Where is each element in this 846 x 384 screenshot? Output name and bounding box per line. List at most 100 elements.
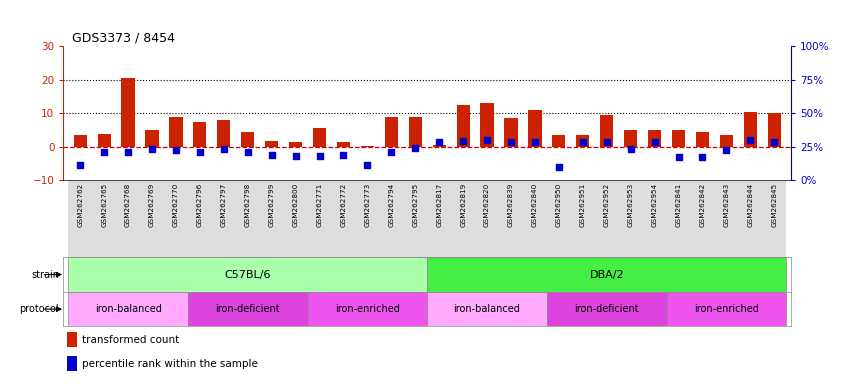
- Bar: [74, 135, 87, 147]
- Bar: [571, 180, 595, 257]
- Bar: [379, 180, 404, 257]
- Text: GSM262817: GSM262817: [437, 183, 442, 227]
- Text: iron-balanced: iron-balanced: [453, 304, 520, 314]
- Text: GSM262839: GSM262839: [508, 183, 514, 227]
- Bar: [169, 117, 183, 147]
- Bar: [767, 113, 781, 147]
- Text: C57BL/6: C57BL/6: [224, 270, 271, 280]
- Bar: [308, 292, 427, 326]
- Text: iron-deficient: iron-deficient: [216, 304, 280, 314]
- Bar: [69, 292, 188, 326]
- Text: transformed count: transformed count: [81, 335, 179, 345]
- Bar: [427, 180, 451, 257]
- Bar: [552, 135, 565, 147]
- Bar: [432, 145, 446, 147]
- Text: iron-enriched: iron-enriched: [694, 304, 759, 314]
- Text: GSM262952: GSM262952: [604, 183, 610, 227]
- Text: GSM262796: GSM262796: [197, 183, 203, 227]
- Bar: [236, 180, 260, 257]
- Bar: [696, 132, 709, 147]
- Bar: [427, 257, 786, 292]
- Text: GSM262844: GSM262844: [747, 183, 753, 227]
- Text: strain: strain: [31, 270, 59, 280]
- Bar: [475, 180, 499, 257]
- Bar: [667, 292, 786, 326]
- Bar: [188, 180, 212, 257]
- Bar: [457, 105, 470, 147]
- Point: [432, 139, 446, 145]
- Bar: [283, 180, 308, 257]
- Bar: [140, 180, 164, 257]
- Text: GSM262841: GSM262841: [675, 183, 682, 227]
- Bar: [481, 103, 494, 147]
- Text: GSM262765: GSM262765: [102, 183, 107, 227]
- Bar: [69, 257, 427, 292]
- Point: [576, 139, 590, 145]
- Point: [313, 153, 327, 159]
- Point: [385, 149, 398, 155]
- Text: GSM262797: GSM262797: [221, 183, 227, 227]
- Bar: [92, 180, 116, 257]
- Bar: [547, 292, 667, 326]
- Bar: [360, 146, 374, 147]
- Bar: [744, 112, 757, 147]
- Bar: [69, 180, 92, 257]
- Bar: [193, 122, 206, 147]
- Bar: [762, 180, 786, 257]
- Point: [409, 144, 422, 151]
- Text: GSM262762: GSM262762: [77, 183, 83, 227]
- Bar: [337, 142, 350, 147]
- Text: DBA/2: DBA/2: [590, 270, 624, 280]
- Point: [720, 147, 733, 153]
- Point: [121, 149, 135, 155]
- Point: [456, 138, 470, 144]
- Text: GSM262771: GSM262771: [316, 183, 322, 227]
- Point: [169, 146, 183, 152]
- Text: GSM262820: GSM262820: [484, 183, 490, 227]
- Text: GSM262842: GSM262842: [700, 183, 706, 227]
- Text: GSM262773: GSM262773: [365, 183, 371, 227]
- Point: [672, 154, 685, 160]
- Bar: [212, 180, 236, 257]
- Bar: [122, 78, 135, 147]
- Bar: [618, 180, 643, 257]
- Point: [97, 149, 111, 155]
- Bar: [667, 180, 690, 257]
- Bar: [600, 115, 613, 147]
- Bar: [404, 180, 427, 257]
- Point: [552, 164, 566, 170]
- Text: GSM262951: GSM262951: [580, 183, 585, 227]
- Text: iron-balanced: iron-balanced: [95, 304, 162, 314]
- Point: [193, 149, 206, 155]
- Text: GSM262794: GSM262794: [388, 183, 394, 227]
- Text: GSM262800: GSM262800: [293, 183, 299, 227]
- Text: GDS3373 / 8454: GDS3373 / 8454: [72, 31, 175, 44]
- Bar: [529, 110, 541, 147]
- Text: iron-enriched: iron-enriched: [335, 304, 400, 314]
- Bar: [643, 180, 667, 257]
- Text: iron-deficient: iron-deficient: [574, 304, 639, 314]
- Point: [600, 139, 613, 145]
- Point: [288, 153, 302, 159]
- Bar: [720, 135, 733, 147]
- Bar: [308, 180, 332, 257]
- Bar: [116, 180, 140, 257]
- Bar: [164, 180, 188, 257]
- Text: GSM262770: GSM262770: [173, 183, 179, 227]
- Bar: [672, 130, 685, 147]
- Bar: [146, 130, 158, 147]
- Point: [481, 137, 494, 143]
- Point: [695, 154, 709, 160]
- Bar: [67, 356, 76, 371]
- Bar: [690, 180, 714, 257]
- Bar: [739, 180, 762, 257]
- Bar: [67, 333, 76, 348]
- Text: GSM262772: GSM262772: [340, 183, 347, 227]
- Text: GSM262953: GSM262953: [628, 183, 634, 227]
- Point: [217, 146, 231, 152]
- Text: GSM262768: GSM262768: [125, 183, 131, 227]
- Bar: [97, 134, 111, 147]
- Point: [744, 137, 757, 143]
- Bar: [217, 120, 230, 147]
- Text: GSM262799: GSM262799: [269, 183, 275, 227]
